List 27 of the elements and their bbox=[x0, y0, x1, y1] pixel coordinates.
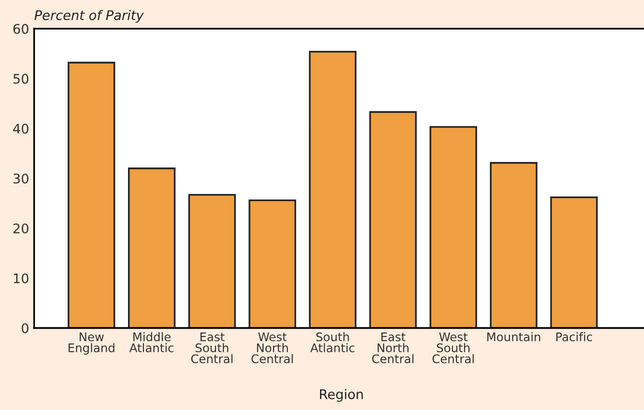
y-tick-label: 0 bbox=[22, 323, 28, 334]
x-tick-label: West North Central bbox=[252, 332, 293, 364]
x-axis-title: Region bbox=[320, 389, 363, 402]
x-tick-label: Pacific bbox=[556, 332, 592, 342]
bar bbox=[430, 126, 478, 328]
bar bbox=[369, 111, 417, 328]
y-axis-title: Percent of Parity bbox=[34, 10, 144, 23]
bar bbox=[68, 62, 116, 328]
x-tick-label: Mountain bbox=[487, 332, 540, 342]
bar bbox=[188, 194, 236, 328]
y-tick-label: 30 bbox=[13, 174, 28, 184]
bar bbox=[550, 196, 598, 328]
x-tick-label: East South Central bbox=[191, 332, 232, 364]
bar bbox=[490, 162, 538, 328]
bar bbox=[248, 199, 296, 328]
x-tick-label: West South Central bbox=[432, 332, 474, 364]
x-tick-label: South Atlantic bbox=[310, 332, 354, 352]
x-tick-label: Middle Atlantic bbox=[129, 332, 174, 352]
x-tick-label: East North Central bbox=[372, 332, 414, 364]
y-tick-label: 60 bbox=[13, 24, 28, 34]
y-tick-label: 50 bbox=[14, 74, 28, 84]
y-tick-label: 40 bbox=[13, 124, 28, 134]
x-tick-label: New England bbox=[68, 332, 114, 355]
y-tick-label: 20 bbox=[13, 223, 28, 234]
y-tick-label: 10 bbox=[14, 273, 28, 284]
bar bbox=[308, 50, 356, 328]
bar bbox=[128, 168, 176, 328]
